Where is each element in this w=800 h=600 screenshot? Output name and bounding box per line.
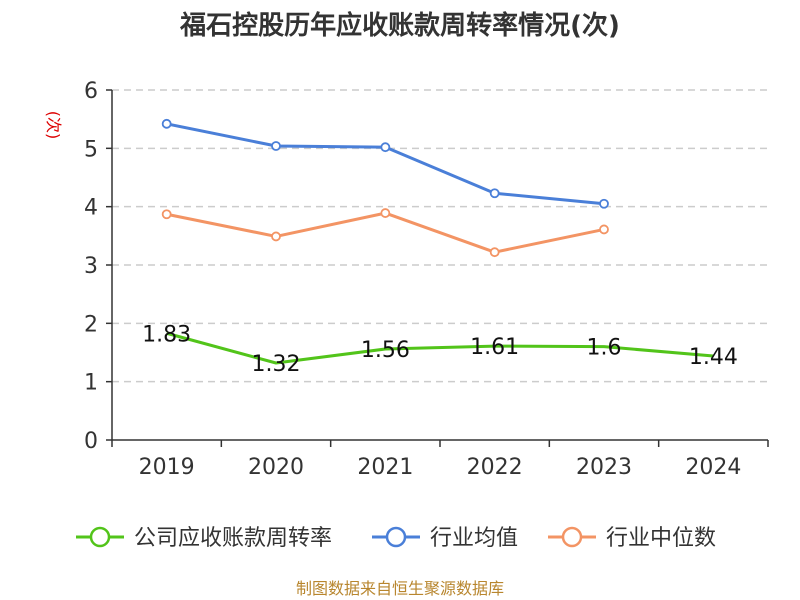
x-tick-label: 2023 [576,455,632,480]
data-point [271,231,281,242]
legend: 公司应收账款周转率 行业均值 行业中位数 [76,526,716,551]
chart-title: 福石控股历年应收账款周转率情况(次) [179,10,620,41]
legend-swatch-marker [561,526,583,548]
y-tick-label: 0 [84,429,98,454]
data-label: 1.61 [470,335,519,360]
data-point [161,118,172,129]
x-tick-label: 2020 [248,455,304,480]
axes: 0 1 2 3 4 5 6 2019 2020 2021 2022 2023 2024 [84,79,769,480]
legend-label: 公司应收账款周转率 [134,526,332,551]
y-tick-label: 6 [84,79,98,104]
y-axis-label: (次) [44,111,63,140]
data-point [599,224,609,235]
x-tick-label: 2024 [685,455,741,480]
series-lines [161,118,714,365]
y-tick-label: 1 [84,371,98,396]
legend-label: 行业中位数 [606,526,716,551]
data-point [380,142,391,153]
x-tick-label: 2022 [467,455,523,480]
data-point [489,188,500,199]
y-tick-label: 5 [84,137,98,162]
data-point [271,141,281,151]
x-tick-label: 2021 [357,455,413,480]
data-labels: 1.83 1.32 1.56 1.61 1.6 1.44 [142,322,738,377]
data-point [380,208,391,218]
data-label: 1.32 [252,352,301,377]
y-tick-label: 4 [84,196,98,221]
legend-item: 行业均值 [372,526,518,551]
data-label: 1.83 [142,322,191,347]
legend-label: 行业均值 [430,526,518,551]
data-point [599,198,609,209]
data-point [489,247,500,258]
y-tick-label: 3 [84,254,98,279]
series-line [166,211,605,254]
data-label: 1.56 [361,338,410,363]
legend-item: 公司应收账款周转率 [76,526,332,551]
grid-lines [112,89,768,383]
x-tick-label: 2019 [139,455,195,480]
legend-swatch-marker [385,526,407,548]
legend-item: 行业中位数 [548,526,716,551]
series-line [166,331,714,365]
data-point [161,209,172,220]
data-label: 1.6 [587,336,622,361]
source-note: 制图数据来自恒生聚源数据库 [296,579,504,598]
y-tick-label: 2 [84,312,98,337]
series-line [166,122,605,206]
data-label: 1.44 [689,345,738,370]
legend-swatch-marker [89,526,111,548]
